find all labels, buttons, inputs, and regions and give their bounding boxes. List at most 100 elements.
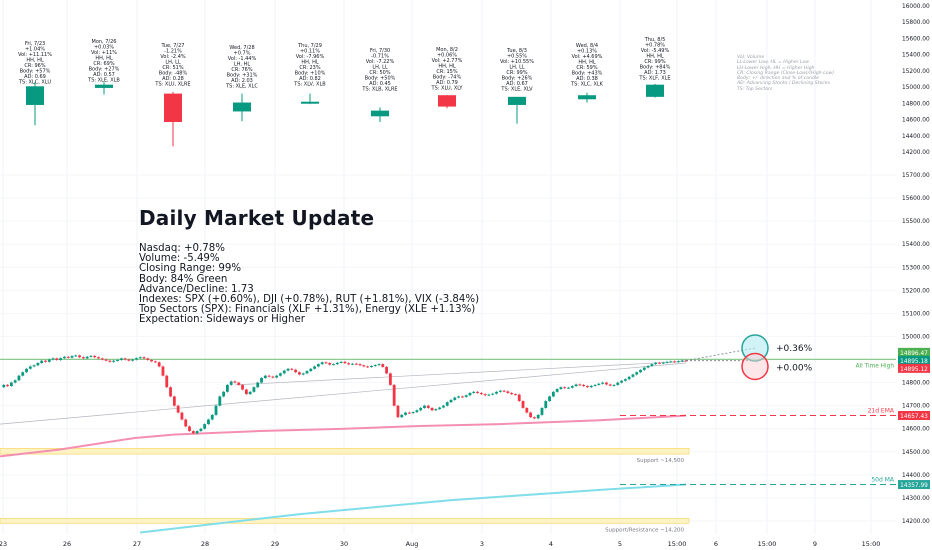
card-ad: AD: 0.57 [93,72,115,78]
legend-line: TS: Top Sectors [737,86,773,92]
card-hl: LH, LL [165,60,181,66]
candle-body [138,357,142,359]
candle-body [366,366,370,368]
candle-body [25,368,28,373]
candle-body [286,368,290,371]
candle-body [47,359,51,362]
candle-body [358,364,362,366]
candle-body [351,363,354,365]
candle-body [97,357,100,359]
candle-body [593,384,597,386]
card-cr: CR: 96% [24,63,45,69]
candle-body [620,380,623,383]
candle-body [248,391,252,395]
candle-body [218,396,222,406]
candle-body [343,361,347,364]
candle-body [438,407,442,410]
card-hl: HH, HL [646,54,663,60]
card-vol: Vol: +11% [91,50,117,56]
candle-body [605,382,608,385]
main-axis-tick: 15500.00 [902,219,930,225]
main-axis-tick: 14500.00 [902,450,930,456]
main-axis-tick: 15300.00 [902,265,930,271]
candle-body [396,405,400,418]
card-body: Body: +10% [295,71,326,77]
candle-body [574,384,578,387]
price-badge [898,363,930,373]
card-body: Body: +26% [502,76,533,82]
candle-body [540,407,544,415]
candle-body [237,382,241,385]
upper-axis-tick: 15800.00 [902,20,930,26]
candle-body [226,384,229,392]
card-chg: -0.71% [371,54,389,60]
candle-body [244,389,248,395]
candle-body [608,384,612,386]
candle-body [680,360,684,362]
main-axis-tick: 14800.00 [902,381,930,387]
candle-body [362,365,366,367]
card-ad: AD: 0.45 [369,81,391,87]
candle-body [426,405,430,408]
candle-body [316,364,320,367]
candle-body [631,374,635,377]
summary-line: Closing Range: 99% [139,263,242,275]
candle-body [214,405,218,415]
candle-body [570,386,574,388]
candle-body [354,363,358,365]
time-axis-tick: 15:00 [758,540,777,548]
candle-body [294,369,298,373]
candle-body [55,358,59,360]
candle-body [328,362,332,365]
candle-body [290,368,294,370]
candle-body [169,387,172,397]
main-axis-tick: 14400.00 [902,473,930,479]
candle-body [332,364,335,366]
candle-body [32,365,36,367]
candle-body [207,419,210,425]
summary-line: Advance/Decline: 1.73 [139,283,254,295]
candle-body [502,390,506,392]
candle-body [195,431,199,434]
card-body: Body: -74% [433,75,462,81]
card-cr: CR: 51% [162,65,183,71]
candle-body [78,355,81,358]
candle-body [135,358,138,360]
candle-body [555,389,559,392]
candle-body [313,366,316,369]
legend-line: LH-Lower High, HH = Higher High [737,65,815,71]
main-axis-tick: 15700.00 [902,173,930,179]
candle-body [510,392,514,395]
card-cr: CR: 99% [506,70,527,76]
candle-body [665,361,669,363]
candle-body [13,380,17,383]
main-axis-tick: 14700.00 [902,404,930,410]
candle-body [544,401,548,408]
candle-body [108,360,112,362]
price-badge [898,355,930,365]
card-ts: TS: XLF, XLE [638,76,670,82]
summary-line: Nasdaq: +0.78% [139,243,225,254]
price-badge [898,347,930,357]
candle-body [81,357,85,359]
candle-body [381,364,385,367]
candle-body [559,387,563,390]
upper-axis-tick: 15000.00 [902,85,930,91]
card-body: Body: +84% [640,65,671,71]
card-ad: AD: 0.28 [162,76,184,82]
projection-flat-label: +0.00% [776,363,813,373]
time-axis-tick: 15:00 [862,540,881,548]
legend-line: LL-Lower Low, HL = Higher Low [737,60,810,66]
candle-body [74,355,78,357]
candle-body [28,366,32,369]
candle-body [457,396,460,398]
chart-title: Daily Market Update [139,206,375,230]
candle-body [17,375,21,381]
card-chg: +1.04% [25,47,45,53]
upper-axis-tick: 14400.00 [902,134,930,140]
legend-line: Vol: Volume [737,55,765,60]
daily-candle-body [164,93,182,122]
support-zone [0,448,690,455]
